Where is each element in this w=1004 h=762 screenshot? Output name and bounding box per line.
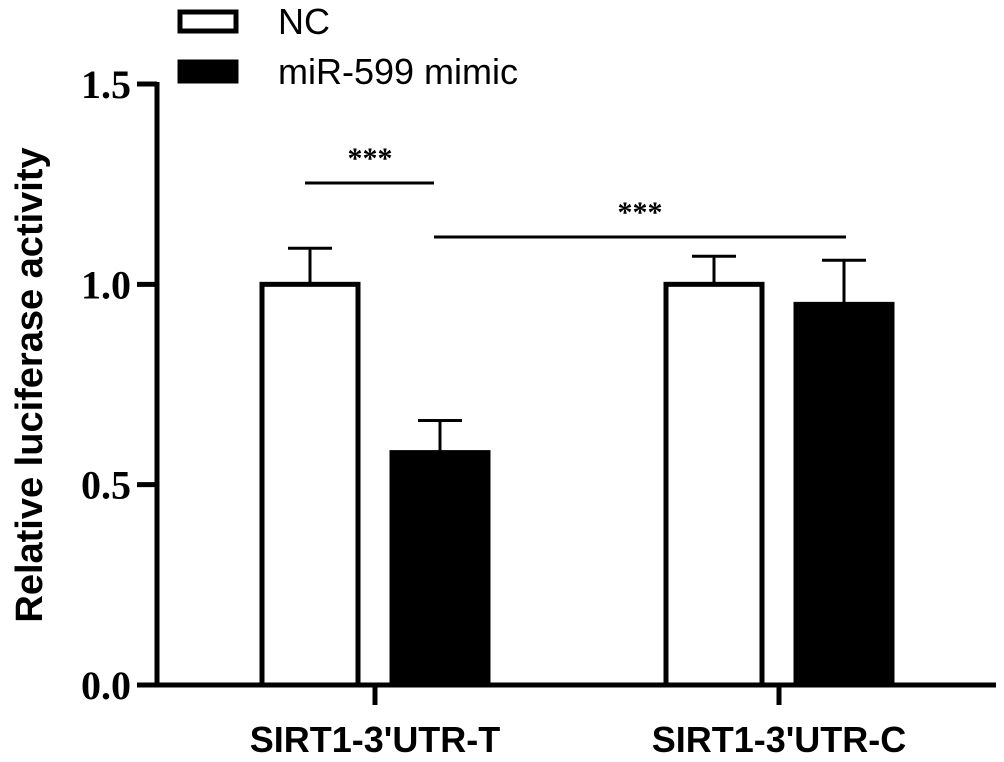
significance-annotations: *** *** (305, 142, 846, 239)
legend: NC miR-599 mimic (177, 1, 518, 92)
y-tick-label: 1.5 (81, 62, 131, 107)
bars (259, 281, 895, 688)
bar (389, 450, 491, 688)
y-tick-label: 1.0 (81, 262, 131, 307)
x-tick-label: SIRT1-3'UTR-C (652, 719, 907, 760)
bar (663, 281, 765, 688)
legend-label: miR-599 mimic (278, 51, 518, 92)
y-tick-label: 0.5 (81, 463, 131, 508)
bar (793, 301, 895, 688)
error-bars (288, 246, 866, 453)
axes: 0.0 0.5 1.0 1.5 SIRT1-3'UTR-T SIRT1-3'UTR-C (81, 62, 996, 760)
bar (259, 281, 361, 688)
x-tick-label: SIRT1-3'UTR-T (250, 719, 501, 760)
legend-swatch (177, 9, 239, 34)
legend-label: NC (278, 1, 330, 42)
legend-swatch (177, 59, 239, 84)
y-axis-title-group: Relative luciferase activity (9, 147, 51, 622)
y-tick-label: 0.0 (81, 663, 131, 708)
significance-label: *** (348, 142, 393, 175)
y-axis-title: Relative luciferase activity (9, 147, 51, 622)
significance-label: *** (618, 196, 663, 229)
